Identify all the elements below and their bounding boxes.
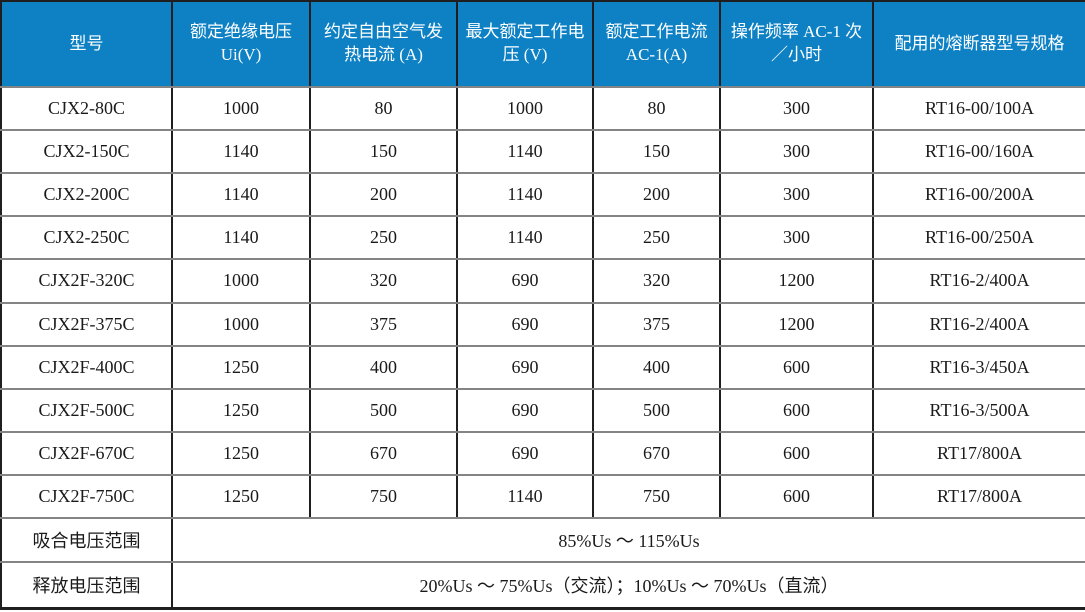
table-cell: 600 — [719, 344, 874, 390]
model-cell: CJX2-250C — [0, 215, 173, 261]
model-cell: CJX2-80C — [0, 85, 173, 132]
table-cell: 690 — [456, 387, 594, 433]
table-cell: 200 — [592, 172, 721, 218]
table-cell: RT16-00/200A — [872, 172, 1085, 218]
header-rated-insulation-voltage: 额定绝缘电压 Ui(V) — [171, 0, 311, 88]
table-cell: RT16-2/400A — [872, 301, 1085, 347]
table-cell: 150 — [309, 129, 458, 175]
table-cell: 600 — [719, 387, 874, 433]
table-cell: 1200 — [719, 258, 874, 304]
table-cell: RT16-3/500A — [872, 387, 1085, 433]
table-cell: 80 — [309, 85, 458, 132]
pickup-voltage-value: 85%Us ～ 115%Us — [171, 517, 1085, 564]
table-cell: 300 — [719, 85, 874, 132]
table-cell: 1140 — [456, 215, 594, 261]
table-cell: 375 — [309, 301, 458, 347]
table-cell: 750 — [309, 473, 458, 520]
table-cell: 1000 — [171, 301, 311, 347]
table-cell: 1140 — [456, 473, 594, 520]
table-cell: 250 — [309, 215, 458, 261]
table-row: CJX2-80C 1000 80 1000 80 300 RT16-00/100… — [0, 85, 1085, 132]
table-cell: 150 — [592, 129, 721, 175]
model-cell: CJX2F-400C — [0, 344, 173, 390]
table-cell: 690 — [456, 430, 594, 476]
table-cell: 250 — [592, 215, 721, 261]
table-cell: 1250 — [171, 430, 311, 476]
table-cell: 750 — [592, 473, 721, 520]
table-cell: 320 — [309, 258, 458, 304]
table-cell: 1000 — [171, 85, 311, 132]
table-cell: 500 — [309, 387, 458, 433]
table-cell: RT16-3/450A — [872, 344, 1085, 390]
table-cell: 80 — [592, 85, 721, 132]
table-row: CJX2F-400C 1250 400 690 400 600 RT16-3/4… — [0, 344, 1085, 390]
table-cell: 1200 — [719, 301, 874, 347]
table-row: CJX2F-670C 1250 670 690 670 600 RT17/800… — [0, 430, 1085, 476]
header-conventional-thermal-current: 约定自由空气发热电流 (A) — [309, 0, 458, 88]
header-fuse-spec: 配用的熔断器型号规格 — [872, 0, 1085, 88]
model-cell: CJX2-200C — [0, 172, 173, 218]
release-voltage-value: 20%Us ～ 75%Us（交流）；10%Us ～ 70%Us（直流） — [171, 561, 1085, 610]
model-cell: CJX2F-500C — [0, 387, 173, 433]
table-cell: 1000 — [171, 258, 311, 304]
model-cell: CJX2F-750C — [0, 473, 173, 520]
table-cell: 400 — [309, 344, 458, 390]
release-voltage-row: 释放电压范围 20%Us ～ 75%Us（交流）；10%Us ～ 70%Us（直… — [0, 561, 1085, 610]
header-model: 型号 — [0, 0, 173, 88]
model-cell: CJX2F-670C — [0, 430, 173, 476]
table-cell: 1250 — [171, 387, 311, 433]
table-cell: RT16-2/400A — [872, 258, 1085, 304]
table-cell: 1140 — [171, 215, 311, 261]
table-cell: RT17/800A — [872, 473, 1085, 520]
table-cell: 300 — [719, 215, 874, 261]
table-row: CJX2-200C 1140 200 1140 200 300 RT16-00/… — [0, 172, 1085, 218]
table-cell: 1000 — [456, 85, 594, 132]
table-cell: 300 — [719, 129, 874, 175]
table-cell: 400 — [592, 344, 721, 390]
header-operating-frequency: 操作频率 AC-1 次／小时 — [719, 0, 874, 88]
table-cell: RT16-00/250A — [872, 215, 1085, 261]
table-row: CJX2F-500C 1250 500 690 500 600 RT16-3/5… — [0, 387, 1085, 433]
table-cell: 600 — [719, 473, 874, 520]
table-cell: 600 — [719, 430, 874, 476]
table-cell: RT17/800A — [872, 430, 1085, 476]
table-row: CJX2-250C 1140 250 1140 250 300 RT16-00/… — [0, 215, 1085, 261]
table-cell: 500 — [592, 387, 721, 433]
model-cell: CJX2F-320C — [0, 258, 173, 304]
pickup-voltage-row: 吸合电压范围 85%Us ～ 115%Us — [0, 517, 1085, 564]
pickup-voltage-label: 吸合电压范围 — [0, 517, 173, 564]
table-cell: 690 — [456, 258, 594, 304]
table-cell: 200 — [309, 172, 458, 218]
header-rated-working-current: 额定工作电流 AC-1(A) — [592, 0, 721, 88]
table-cell: 1140 — [456, 129, 594, 175]
table-cell: 320 — [592, 258, 721, 304]
release-voltage-label: 释放电压范围 — [0, 561, 173, 610]
table-cell: RT16-00/160A — [872, 129, 1085, 175]
model-cell: CJX2-150C — [0, 129, 173, 175]
table-cell: 1140 — [171, 172, 311, 218]
table-row: CJX2F-750C 1250 750 1140 750 600 RT17/80… — [0, 473, 1085, 520]
table-cell: 300 — [719, 172, 874, 218]
table-row: CJX2-150C 1140 150 1140 150 300 RT16-00/… — [0, 129, 1085, 175]
table-cell: 670 — [592, 430, 721, 476]
table-row: CJX2F-375C 1000 375 690 375 1200 RT16-2/… — [0, 301, 1085, 347]
table-cell: 1140 — [456, 172, 594, 218]
table-cell: 1250 — [171, 344, 311, 390]
header-max-working-voltage: 最大额定工作电压 (V) — [456, 0, 594, 88]
table-cell: 375 — [592, 301, 721, 347]
table-header-row: 型号 额定绝缘电压 Ui(V) 约定自由空气发热电流 (A) 最大额定工作电压 … — [0, 0, 1085, 88]
table-cell: 1250 — [171, 473, 311, 520]
table-cell: 690 — [456, 344, 594, 390]
table-row: CJX2F-320C 1000 320 690 320 1200 RT16-2/… — [0, 258, 1085, 304]
table-cell: 670 — [309, 430, 458, 476]
table-cell: 1140 — [171, 129, 311, 175]
model-cell: CJX2F-375C — [0, 301, 173, 347]
table-cell: 690 — [456, 301, 594, 347]
table-cell: RT16-00/100A — [872, 85, 1085, 132]
